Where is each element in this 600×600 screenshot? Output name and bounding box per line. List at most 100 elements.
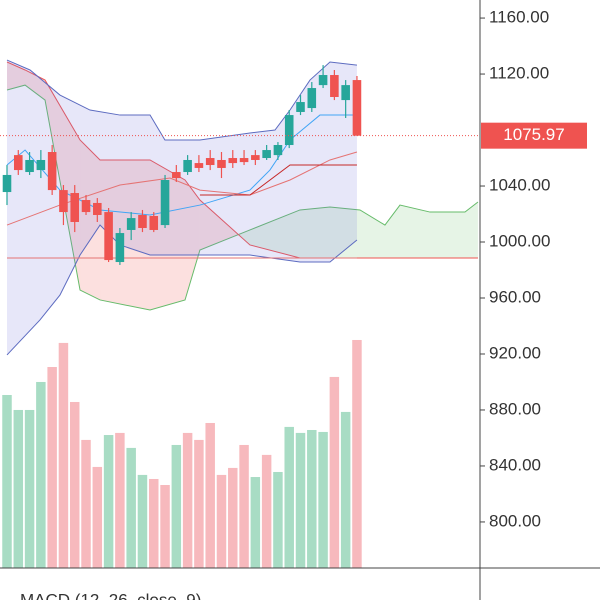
cloud-fill <box>464 201 478 258</box>
cloud-fill <box>429 212 465 258</box>
volume-bar <box>261 454 272 568</box>
volume-bar <box>250 477 261 568</box>
cloud-fill <box>25 69 46 101</box>
cloud-fill <box>45 80 81 291</box>
last-price-box <box>481 122 587 149</box>
cloud-line <box>6 84 479 311</box>
candle-body <box>13 155 23 171</box>
volume-bar <box>239 444 249 568</box>
candle-body <box>81 200 91 213</box>
cloud-fill <box>329 207 360 258</box>
volume-bar <box>228 467 238 568</box>
candle-body <box>307 88 317 109</box>
y-tick-label: 960.00 <box>489 287 541 306</box>
cloud-fill <box>80 139 101 300</box>
candle-body <box>341 85 350 101</box>
volume-bar <box>329 376 340 568</box>
volume-bar <box>307 429 317 568</box>
candle-body <box>115 233 125 263</box>
volume-bar <box>2 394 12 568</box>
candle-body <box>273 145 283 156</box>
volume-bar <box>216 474 227 568</box>
volume-bar <box>103 435 114 568</box>
y-tick-label: 1000.00 <box>489 231 550 250</box>
last-price-label: 1075.97 <box>503 125 564 144</box>
candle-body <box>262 150 271 159</box>
indicator-title: MACD (12, 26, close, 9) <box>20 590 201 600</box>
candle-body <box>352 80 362 136</box>
y-tick-label: 880.00 <box>489 399 541 418</box>
candle-body <box>149 215 159 230</box>
volume-bar <box>171 444 182 568</box>
volume-bar <box>295 432 306 568</box>
volume-bar <box>182 432 193 568</box>
plot-area <box>2 59 479 568</box>
volume-bar <box>47 367 57 568</box>
volume-bar <box>340 411 351 568</box>
candle-body <box>160 180 170 226</box>
volume-bar <box>318 431 328 568</box>
y-tick-label: 1040.00 <box>489 176 550 195</box>
cloud-fill <box>249 209 300 258</box>
indicator-line <box>6 224 358 356</box>
volume-bar <box>81 439 91 568</box>
candle-body <box>194 163 204 168</box>
volume-bar <box>115 432 125 568</box>
cloud-line <box>6 61 478 259</box>
candle-body <box>228 158 238 164</box>
volume-bar <box>352 339 362 568</box>
cloud-fill <box>360 209 385 258</box>
volume-bar <box>284 426 294 568</box>
candle-body <box>25 159 34 173</box>
candle-body <box>172 172 181 179</box>
y-tick-label: 840.00 <box>489 455 541 474</box>
candle-body <box>318 75 328 86</box>
volume-bar <box>126 447 136 568</box>
volume-bar <box>137 474 148 568</box>
candle-body <box>36 159 46 171</box>
cloud-fill <box>6 62 26 91</box>
candle-body <box>138 214 147 229</box>
volume-bar <box>58 342 69 568</box>
indicator-line <box>199 164 357 196</box>
candle-body <box>205 158 215 166</box>
volume-bar <box>92 466 103 568</box>
cloud-fill <box>100 159 151 311</box>
cloud-fill <box>384 205 400 258</box>
y-tick-label: 1160.00 <box>489 8 549 27</box>
candle-body <box>93 202 102 215</box>
volume-bar <box>160 484 170 568</box>
candle-body <box>126 218 136 230</box>
candle-body <box>59 190 68 213</box>
cloud-fill <box>199 200 239 250</box>
volume-bar <box>205 422 215 568</box>
candle-body <box>330 75 339 97</box>
candle-body <box>47 152 57 191</box>
volume-bar <box>149 478 159 568</box>
volume-bar <box>36 381 46 568</box>
candle-body <box>183 159 192 173</box>
volume-bar <box>273 471 283 568</box>
y-tick-label: 1120.00 <box>489 64 549 83</box>
cloud-fill <box>185 180 200 300</box>
candle-body <box>284 115 294 146</box>
cloud-fill <box>150 159 186 311</box>
candle-body <box>217 159 226 168</box>
y-tick-label: 800.00 <box>489 511 541 530</box>
candle-body <box>251 155 260 160</box>
indicator-line <box>6 59 358 141</box>
volume-bar <box>69 401 80 568</box>
candle-body <box>70 193 80 222</box>
volume-bar <box>13 409 24 568</box>
volume-bar <box>24 409 35 568</box>
candle-body <box>104 212 113 261</box>
indicator-line <box>6 151 358 226</box>
volume-bar <box>194 439 204 568</box>
band-fill <box>6 60 357 355</box>
y-tick-label: 920.00 <box>489 343 541 362</box>
cloud-fill <box>299 207 330 258</box>
candle-body <box>296 102 305 112</box>
candle-body <box>239 158 249 163</box>
